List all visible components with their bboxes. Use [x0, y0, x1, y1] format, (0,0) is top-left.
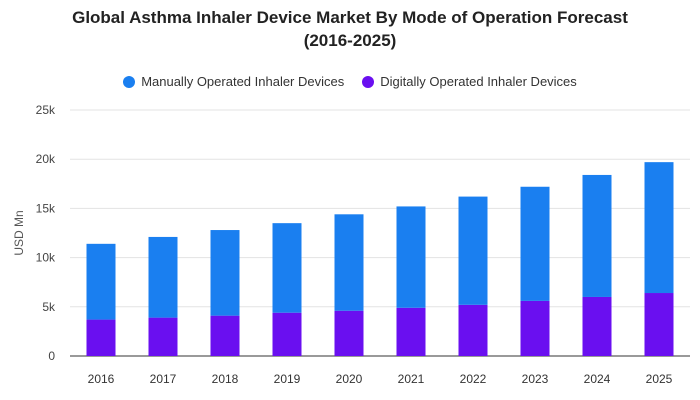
- chart-title-line-1: Global Asthma Inhaler Device Market By M…: [72, 8, 628, 27]
- chart-title: Global Asthma Inhaler Device Market By M…: [0, 6, 700, 52]
- y-tick-label: 0: [48, 349, 55, 363]
- x-tick-label: 2022: [460, 372, 487, 386]
- y-tick-label: 15k: [36, 201, 56, 215]
- bar-manual-2017[interactable]: [148, 236, 178, 318]
- bar-digital-2018[interactable]: [210, 315, 240, 356]
- bar-manual-2022[interactable]: [458, 196, 488, 305]
- bar-manual-2021[interactable]: [396, 206, 426, 308]
- bar-manual-2024[interactable]: [582, 174, 612, 297]
- legend-item-manual[interactable]: Manually Operated Inhaler Devices: [123, 74, 344, 89]
- y-tick-label: 5k: [42, 300, 56, 314]
- x-tick-label: 2021: [398, 372, 425, 386]
- legend-item-digital[interactable]: Digitally Operated Inhaler Devices: [362, 74, 577, 89]
- bar-manual-2019[interactable]: [272, 223, 302, 313]
- x-axis-ticks: 2016 2017 2018 2019 2020 2021 2022 2023 2024 2025: [88, 372, 673, 386]
- y-tick-label: 10k: [36, 251, 56, 265]
- x-tick-label: 2018: [212, 372, 239, 386]
- y-axis-ticks: 0 5k 10k 15k 20k 25k: [36, 103, 56, 363]
- bar-digital-2016[interactable]: [86, 319, 116, 356]
- bar-digital-2020[interactable]: [334, 310, 364, 356]
- chart-legend: Manually Operated Inhaler Devices Digita…: [0, 74, 700, 89]
- chart-title-line-2: (2016-2025): [303, 31, 397, 50]
- legend-label-digital: Digitally Operated Inhaler Devices: [380, 74, 577, 89]
- y-tick-label: 25k: [36, 103, 56, 117]
- bar-digital-2017[interactable]: [148, 317, 178, 356]
- bar-digital-2024[interactable]: [582, 296, 612, 356]
- bar-digital-2019[interactable]: [272, 312, 302, 356]
- bar-manual-2023[interactable]: [520, 186, 550, 301]
- legend-label-manual: Manually Operated Inhaler Devices: [141, 74, 345, 89]
- bar-manual-2025[interactable]: [644, 162, 674, 294]
- x-tick-label: 2017: [150, 372, 177, 386]
- bar-manual-2016[interactable]: [86, 243, 116, 320]
- x-tick-label: 2023: [522, 372, 549, 386]
- x-tick-label: 2016: [88, 372, 115, 386]
- bar-digital-2023[interactable]: [520, 300, 550, 356]
- bar-digital-2025[interactable]: [644, 293, 674, 356]
- bar-digital-2021[interactable]: [396, 307, 426, 356]
- x-tick-label: 2024: [584, 372, 611, 386]
- bars: [86, 162, 674, 356]
- bar-manual-2018[interactable]: [210, 230, 240, 316]
- legend-dot-digital-icon: [362, 75, 375, 88]
- x-tick-label: 2019: [274, 372, 301, 386]
- bar-digital-2022[interactable]: [458, 304, 488, 356]
- y-tick-label: 20k: [36, 152, 56, 166]
- bar-manual-2020[interactable]: [334, 214, 364, 311]
- legend-dot-manual-icon: [123, 75, 136, 88]
- x-tick-label: 2025: [646, 372, 673, 386]
- y-axis-label: USD Mn: [12, 210, 26, 255]
- x-tick-label: 2020: [336, 372, 363, 386]
